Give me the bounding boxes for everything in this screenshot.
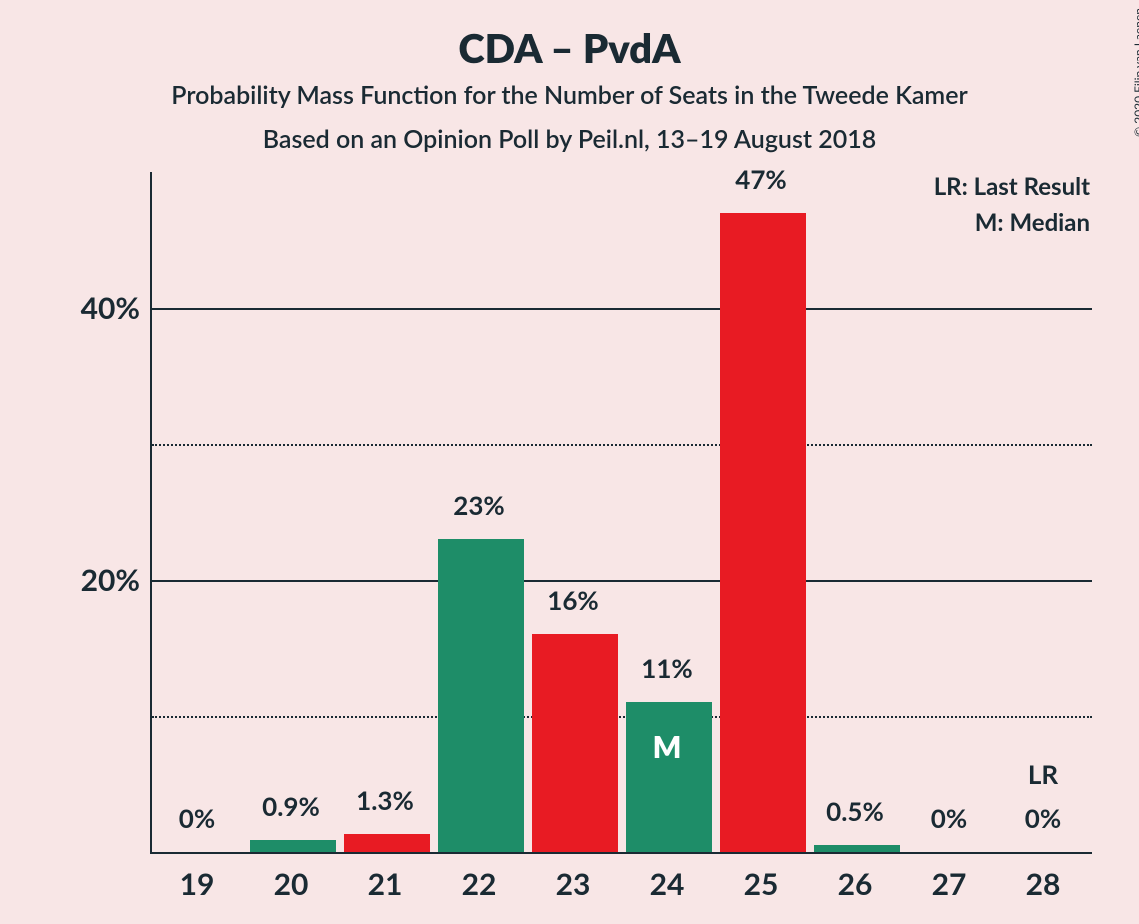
y-axis-tick: 40% [60,290,140,326]
bar [250,840,336,852]
x-axis-tick: 23 [526,866,620,902]
bar-value-label: 47% [714,163,808,195]
bar-value-label: 0% [996,802,1090,834]
bar-above-label: LR [996,758,1090,790]
bar [532,634,618,852]
copyright-notice: © 2020 Filip van Laenen [1131,8,1139,137]
x-axis-tick: 22 [432,866,526,902]
bar-value-label: 1.3% [338,784,432,816]
x-axis-tick: 19 [150,866,244,902]
bar-value-label: 16% [526,584,620,616]
gridline-major [152,580,1092,582]
chart-subtitle-1: Probability Mass Function for the Number… [0,80,1139,110]
chart-title: CDA – PvdA [0,24,1139,72]
y-axis-tick: 20% [60,562,140,598]
bar [720,213,806,852]
bar [438,539,524,852]
x-axis-tick: 28 [996,866,1090,902]
x-axis-tick: 27 [902,866,996,902]
bar-value-label: 11% [620,652,714,684]
bar-value-label: 23% [432,489,526,521]
bar [814,845,900,852]
plot-area [150,172,1092,854]
bar [344,834,430,852]
x-axis-tick: 21 [338,866,432,902]
bar-value-label: 0% [150,802,244,834]
gridline-major [152,308,1092,310]
median-marker: M [624,729,710,765]
x-axis-tick: 26 [808,866,902,902]
x-axis-tick: 25 [714,866,808,902]
x-axis-tick: 24 [620,866,714,902]
legend-median: M: Median [975,208,1090,237]
chart-subtitle-2: Based on an Opinion Poll by Peil.nl, 13–… [0,124,1139,154]
bar-value-label: 0.5% [808,795,902,827]
bar-value-label: 0% [902,802,996,834]
bar [626,702,712,852]
bar-value-label: 0.9% [244,790,338,822]
chart-canvas: CDA – PvdA Probability Mass Function for… [0,0,1139,924]
legend-last-result: LR: Last Result [934,172,1090,201]
gridline-minor [152,716,1092,718]
x-axis-tick: 20 [244,866,338,902]
gridline-minor [152,444,1092,446]
